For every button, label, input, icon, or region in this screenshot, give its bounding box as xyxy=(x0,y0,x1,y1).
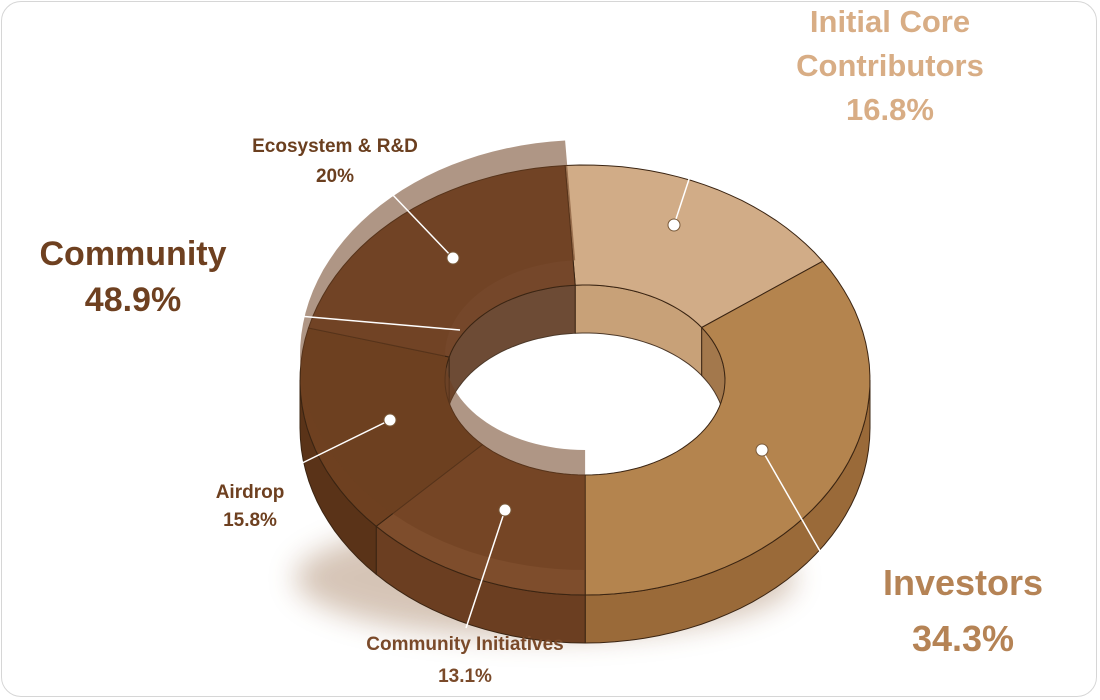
slice-value: 13.1% xyxy=(438,666,492,687)
leader-line-initial-core-contributors xyxy=(673,96,795,226)
slice-name: Investors xyxy=(883,562,1043,603)
slice-value: 15.8% xyxy=(223,510,277,531)
slice-label-investors: Investors 34.3% xyxy=(883,562,1043,659)
group-overlay-community xyxy=(300,140,586,570)
marker-dot-community-initiatives xyxy=(498,503,512,517)
slice-name: Community Initiatives xyxy=(366,634,563,655)
slice-label-ecosystem-r-d: Ecosystem & R&D 20% xyxy=(252,136,418,187)
leader-line-community-initiatives xyxy=(465,509,506,629)
slice-value: 16.8% xyxy=(846,92,934,127)
group-value: 48.9% xyxy=(85,281,181,319)
slice-name: Initial Core xyxy=(810,4,970,39)
slice-value: 20% xyxy=(316,166,354,187)
marker-dot-initial-core-contributors xyxy=(667,218,681,232)
slice-name: Airdrop xyxy=(216,482,285,503)
slice-label-airdrop: Airdrop 15.8% xyxy=(216,482,285,531)
slice-name: Contributors xyxy=(796,48,984,83)
group-name: Community xyxy=(40,235,227,273)
leader-line-community xyxy=(206,307,461,331)
group-label-community: Community 48.9% xyxy=(40,235,227,319)
slice-name: Ecosystem & R&D xyxy=(252,136,418,157)
leader-line-investors xyxy=(761,449,856,613)
marker-dot-airdrop xyxy=(383,413,397,427)
leader-line-airdrop xyxy=(287,419,391,471)
slice-label-initial-core-contributors: Initial Core Contributors 16.8% xyxy=(796,4,984,127)
marker-dot-ecosystem-r-d xyxy=(446,251,460,265)
marker-dot-investors xyxy=(755,443,769,457)
slice-value: 34.3% xyxy=(912,618,1014,659)
leader-line-ecosystem-r-d xyxy=(389,191,454,259)
slice-label-community-initiatives: Community Initiatives 13.1% xyxy=(366,634,563,687)
